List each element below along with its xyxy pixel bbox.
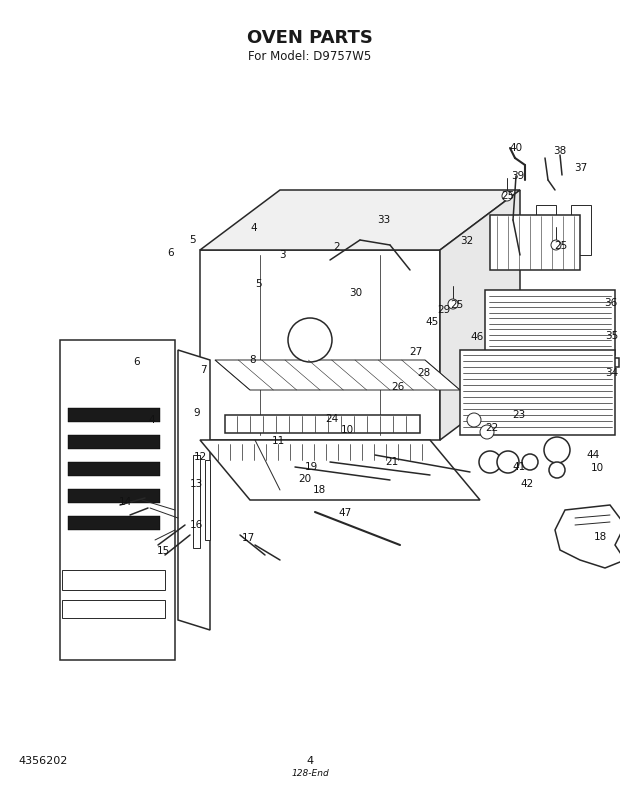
Text: 41: 41 — [512, 462, 526, 472]
Text: 23: 23 — [512, 410, 526, 420]
Text: 42: 42 — [520, 479, 534, 489]
Text: OVEN PARTS: OVEN PARTS — [247, 29, 373, 47]
Text: 3: 3 — [278, 250, 285, 260]
Text: 25: 25 — [502, 191, 515, 201]
Text: 19: 19 — [304, 462, 317, 472]
Text: 11: 11 — [272, 436, 285, 446]
Polygon shape — [205, 460, 210, 540]
Text: 128-End: 128-End — [291, 769, 329, 778]
Circle shape — [448, 299, 458, 309]
Polygon shape — [200, 440, 480, 500]
Text: 24: 24 — [326, 414, 339, 424]
Text: 35: 35 — [605, 331, 619, 341]
Circle shape — [551, 240, 561, 250]
Circle shape — [479, 451, 501, 473]
Text: 25: 25 — [450, 300, 464, 310]
Text: 16: 16 — [189, 520, 203, 530]
Text: 36: 36 — [604, 298, 618, 308]
Circle shape — [288, 318, 332, 362]
Text: 14: 14 — [118, 497, 131, 507]
Text: 18: 18 — [312, 485, 326, 495]
Text: 27: 27 — [409, 347, 423, 357]
Text: 12: 12 — [193, 452, 206, 462]
Text: 29: 29 — [437, 305, 451, 315]
Circle shape — [497, 451, 519, 473]
Text: 7: 7 — [200, 365, 206, 375]
Polygon shape — [62, 600, 165, 618]
Circle shape — [544, 437, 570, 463]
Text: 6: 6 — [167, 248, 174, 258]
Polygon shape — [68, 408, 160, 422]
Text: 5: 5 — [255, 279, 261, 289]
Polygon shape — [555, 505, 620, 568]
Polygon shape — [68, 462, 160, 476]
Text: 28: 28 — [417, 368, 431, 378]
Polygon shape — [193, 455, 200, 548]
Text: 20: 20 — [298, 474, 312, 484]
Text: 6: 6 — [134, 357, 140, 367]
Text: 33: 33 — [378, 215, 391, 225]
Text: For Model: D9757W5: For Model: D9757W5 — [249, 50, 371, 62]
Text: 10: 10 — [590, 463, 603, 473]
Polygon shape — [68, 489, 160, 503]
Text: 22: 22 — [485, 423, 498, 433]
Circle shape — [522, 454, 538, 470]
Text: 4: 4 — [306, 756, 314, 766]
Polygon shape — [68, 435, 160, 449]
Text: 30: 30 — [350, 288, 363, 298]
Text: 46: 46 — [471, 332, 484, 342]
Polygon shape — [62, 570, 165, 590]
Polygon shape — [68, 516, 160, 530]
Text: 18: 18 — [593, 532, 606, 542]
Text: 37: 37 — [574, 163, 588, 173]
Circle shape — [549, 462, 565, 478]
Circle shape — [480, 425, 494, 439]
Text: 15: 15 — [156, 546, 170, 556]
Polygon shape — [460, 350, 615, 435]
Text: 4356202: 4356202 — [18, 756, 68, 766]
Text: 32: 32 — [461, 236, 474, 246]
Polygon shape — [440, 190, 520, 440]
Text: 10: 10 — [340, 425, 353, 435]
Polygon shape — [200, 250, 440, 440]
Text: 21: 21 — [386, 457, 399, 467]
Text: 34: 34 — [605, 368, 619, 378]
Polygon shape — [489, 358, 619, 367]
Polygon shape — [225, 415, 420, 433]
Text: 39: 39 — [512, 171, 525, 181]
Polygon shape — [571, 205, 591, 255]
Text: 5: 5 — [190, 235, 197, 245]
Text: 26: 26 — [391, 382, 405, 392]
Polygon shape — [490, 215, 580, 270]
Text: 8: 8 — [250, 355, 256, 365]
Circle shape — [467, 413, 481, 427]
Polygon shape — [200, 190, 520, 250]
Text: 9: 9 — [193, 408, 200, 418]
Polygon shape — [178, 350, 210, 630]
Polygon shape — [260, 225, 420, 255]
Text: 4: 4 — [149, 415, 156, 425]
Text: 2: 2 — [334, 242, 340, 252]
Text: 38: 38 — [554, 146, 567, 156]
Polygon shape — [215, 360, 460, 390]
Text: 25: 25 — [554, 241, 568, 251]
Text: 44: 44 — [587, 450, 600, 460]
Polygon shape — [536, 205, 556, 255]
Polygon shape — [485, 290, 615, 355]
Text: 45: 45 — [425, 317, 438, 327]
Polygon shape — [60, 340, 175, 660]
Text: 47: 47 — [339, 508, 352, 518]
Text: 17: 17 — [241, 533, 255, 543]
Text: 40: 40 — [510, 143, 523, 153]
Text: 4: 4 — [250, 223, 257, 233]
Circle shape — [502, 191, 512, 201]
Text: 13: 13 — [189, 479, 203, 489]
